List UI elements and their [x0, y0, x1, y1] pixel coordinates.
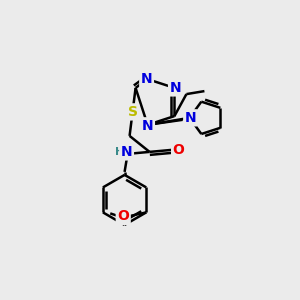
Text: S: S — [128, 105, 138, 119]
Text: N: N — [185, 111, 197, 125]
Text: N: N — [169, 81, 181, 95]
Text: N: N — [142, 119, 153, 133]
Text: N: N — [121, 145, 132, 159]
Text: H: H — [115, 147, 124, 157]
Text: N: N — [141, 72, 152, 86]
Text: O: O — [117, 209, 129, 224]
Text: O: O — [172, 143, 184, 157]
